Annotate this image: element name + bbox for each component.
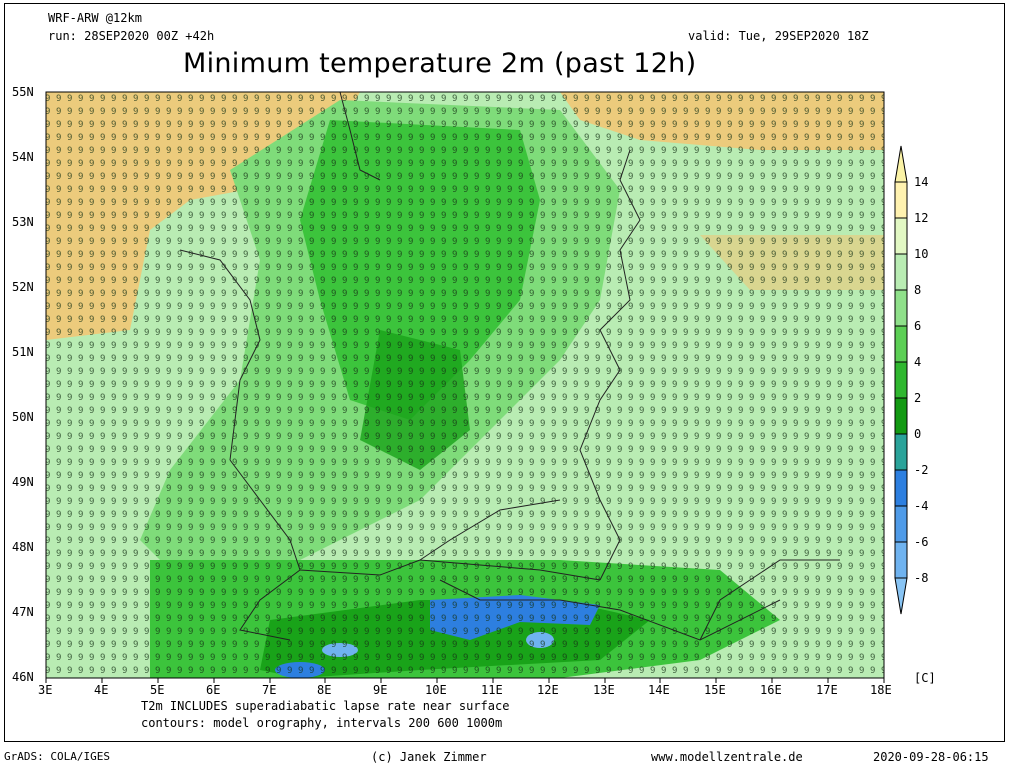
lat-label: 50N <box>12 410 34 424</box>
note-superadiabatic: T2m INCLUDES superadiabatic lapse rate n… <box>141 699 510 713</box>
lon-label: 18E <box>870 683 892 697</box>
colorbar-swatch <box>894 505 908 543</box>
generation-timestamp: 2020-09-28-06:15 <box>873 750 989 764</box>
run-label: run: 28SEP2020 00Z +42h <box>48 29 215 43</box>
lat-label: 54N <box>12 150 34 164</box>
colorbar-swatch <box>894 289 908 327</box>
lon-label: 5E <box>150 683 165 697</box>
colorbar-cap-bottom <box>894 577 908 615</box>
colorbar-label: 8 <box>914 283 922 297</box>
lon-label: 16E <box>760 683 782 697</box>
colorbar-label: 0 <box>914 427 922 441</box>
lon-label: 9E <box>373 683 388 697</box>
lon-label: 15E <box>704 683 726 697</box>
colorbar-label: 10 <box>914 247 929 261</box>
colorbar-label: -8 <box>914 571 929 585</box>
colorbar-label: 4 <box>914 355 922 369</box>
colorbar-label: 14 <box>914 175 929 189</box>
lat-label: 46N <box>12 670 34 684</box>
lat-label: 47N <box>12 605 34 619</box>
figure-frame <box>4 3 1005 742</box>
note-contours: contours: model orography, intervals 200… <box>141 716 503 730</box>
lon-label: 10E <box>425 683 447 697</box>
lon-label: 8E <box>317 683 332 697</box>
lon-label: 4E <box>94 683 109 697</box>
author-credit: (c) Janek Zimmer <box>371 750 487 764</box>
lon-label: 7E <box>262 683 277 697</box>
lat-label: 48N <box>12 540 34 554</box>
website-link[interactable]: www.modellzentrale.de <box>651 750 803 764</box>
lat-label: 53N <box>12 215 34 229</box>
lon-label: 11E <box>481 683 503 697</box>
lon-label: 17E <box>816 683 838 697</box>
colorbar-label: -6 <box>914 535 929 549</box>
country-borders <box>179 91 840 641</box>
grads-credit: GrADS: COLA/IGES <box>4 750 110 763</box>
colorbar-label: -4 <box>914 499 929 513</box>
valid-label: valid: Tue, 29SEP2020 18Z <box>688 29 869 43</box>
colorbar-label: -2 <box>914 463 929 477</box>
colorbar-unit: [C] <box>914 671 936 685</box>
axis-ticks <box>45 678 885 683</box>
temperature-field <box>46 92 884 678</box>
map-title: Minimum temperature 2m (past 12h) <box>183 48 697 79</box>
lon-label: 14E <box>648 683 670 697</box>
colorbar <box>894 145 908 615</box>
lon-label: 6E <box>206 683 221 697</box>
colorbar-swatch <box>894 541 908 579</box>
model-label: WRF-ARW @12km <box>48 11 142 25</box>
colorbar-label: 12 <box>914 211 929 225</box>
lat-label: 51N <box>12 345 34 359</box>
colorbar-swatch <box>894 253 908 291</box>
colorbar-swatch <box>894 397 908 435</box>
lon-label: 12E <box>537 683 559 697</box>
lat-label: 49N <box>12 475 34 489</box>
lon-label: 13E <box>593 683 615 697</box>
colorbar-swatch <box>894 433 908 471</box>
colorbar-swatch <box>894 181 908 219</box>
colorbar-label: 6 <box>914 319 922 333</box>
lat-label: 55N <box>12 85 34 99</box>
colorbar-label: 2 <box>914 391 922 405</box>
lat-label: 52N <box>12 280 34 294</box>
colorbar-cap-top <box>894 145 908 183</box>
colorbar-swatch <box>894 469 908 507</box>
colorbar-swatch <box>894 361 908 399</box>
lon-label: 3E <box>38 683 53 697</box>
colorbar-swatch <box>894 217 908 255</box>
map-frame <box>45 91 885 679</box>
colorbar-swatch <box>894 325 908 363</box>
